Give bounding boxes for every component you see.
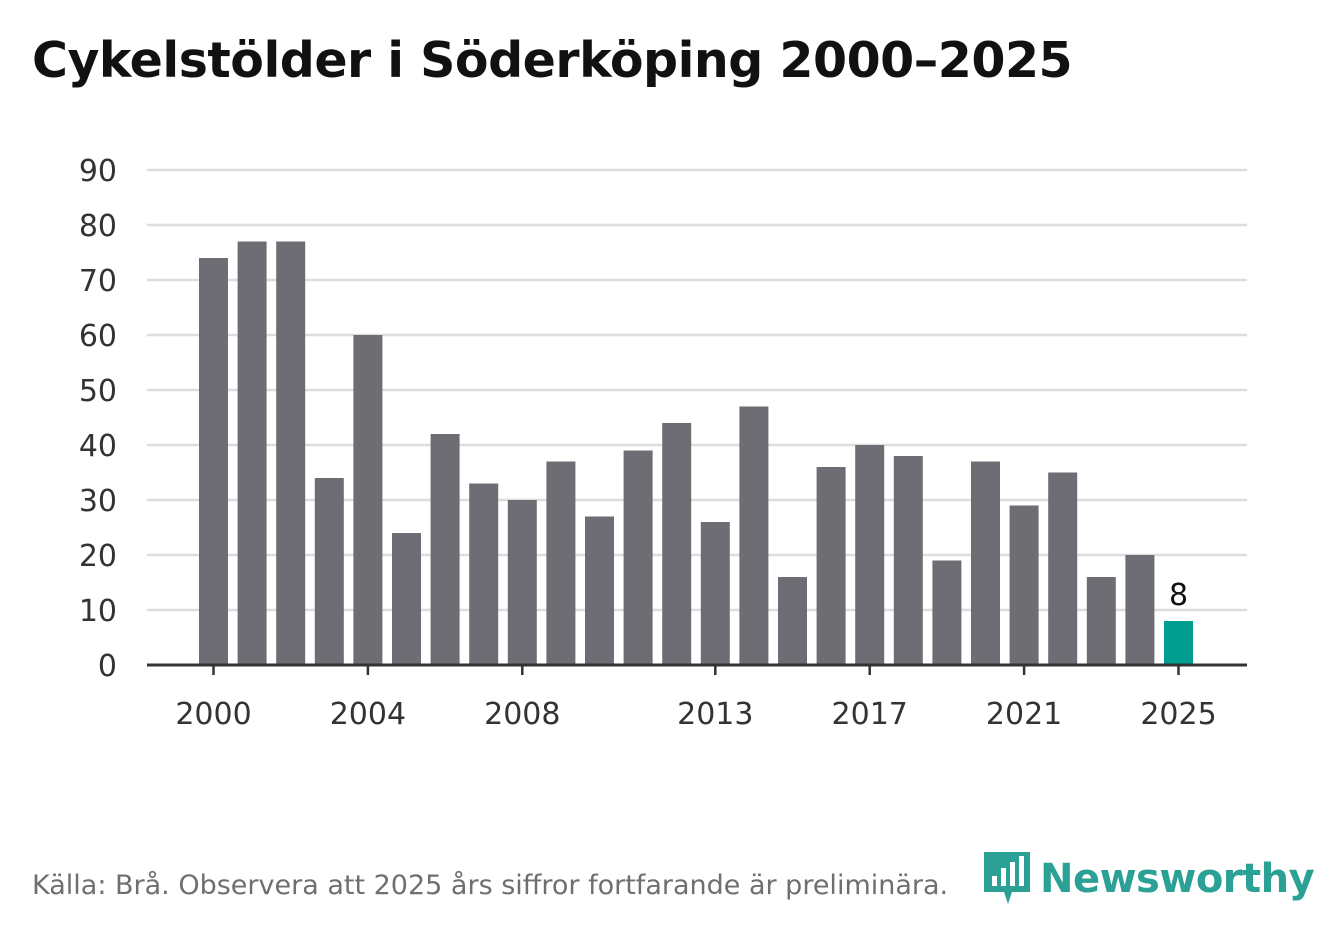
bar-2008 bbox=[507, 500, 537, 665]
y-tick-label-90: 90 bbox=[79, 154, 117, 189]
bar-2012 bbox=[662, 423, 692, 665]
bar-2006 bbox=[430, 434, 460, 665]
y-tick-label-50: 50 bbox=[79, 374, 117, 409]
x-tick-label-2025: 2025 bbox=[1140, 697, 1216, 732]
bar-2021 bbox=[1009, 505, 1039, 665]
bar-2011 bbox=[623, 450, 653, 665]
bar-2014 bbox=[739, 406, 769, 665]
bar-2010 bbox=[585, 516, 614, 665]
bar-2004 bbox=[353, 335, 383, 665]
bar-2019 bbox=[932, 560, 962, 665]
newsworthy-logo: Newsworthy bbox=[982, 850, 1315, 908]
source-note: Källa: Brå. Observera att 2025 års siffr… bbox=[32, 870, 949, 901]
bar-2018 bbox=[893, 456, 923, 665]
newsworthy-logo-text: Newsworthy bbox=[1040, 856, 1315, 902]
x-tick-label-2000: 2000 bbox=[175, 697, 251, 732]
x-tick-label-2017: 2017 bbox=[832, 697, 908, 732]
x-tick-label-2021: 2021 bbox=[986, 697, 1062, 732]
x-tick-label-2008: 2008 bbox=[484, 697, 560, 732]
bars bbox=[199, 241, 1193, 665]
y-tick-label-80: 80 bbox=[79, 209, 117, 244]
y-tick-label-20: 20 bbox=[79, 539, 117, 574]
bar-2003 bbox=[314, 478, 344, 665]
bar-2024 bbox=[1125, 555, 1155, 665]
y-tick-label-40: 40 bbox=[79, 429, 117, 464]
y-tick-label-10: 10 bbox=[79, 594, 117, 629]
bar-2002 bbox=[276, 241, 306, 665]
bar-2016 bbox=[816, 467, 846, 665]
bar-2007 bbox=[469, 483, 499, 665]
bar-2025 bbox=[1164, 621, 1193, 665]
y-tick-label-70: 70 bbox=[79, 264, 117, 299]
bar-2001 bbox=[237, 241, 267, 665]
gridlines bbox=[147, 168, 1247, 612]
bar-2015 bbox=[778, 577, 807, 665]
axes: 0 10 20 30 40 50 60 70 80 90 2000 2004 2008 2013 2017 2… bbox=[79, 154, 1247, 732]
y-tick-label-0: 0 bbox=[98, 649, 117, 684]
bar-2000 bbox=[199, 258, 228, 665]
x-tick-label-2004: 2004 bbox=[330, 697, 406, 732]
data-labels: 8 bbox=[1169, 578, 1188, 613]
x-tick-label-2013: 2013 bbox=[677, 697, 753, 732]
y-tick-label-30: 30 bbox=[79, 484, 117, 519]
bar-2013 bbox=[700, 522, 730, 665]
chart-title: Cykelstölder i Söderköping 2000–2025 bbox=[32, 32, 1073, 89]
bar-2017 bbox=[855, 445, 885, 665]
bar-2022 bbox=[1048, 472, 1078, 665]
bar-2005 bbox=[392, 533, 421, 665]
y-tick-label-60: 60 bbox=[79, 319, 117, 354]
bar-2023 bbox=[1086, 577, 1116, 665]
newsworthy-logo-icon bbox=[984, 852, 1030, 904]
data-label-2025: 8 bbox=[1169, 578, 1188, 613]
bar-2009 bbox=[546, 461, 576, 665]
bar-2020 bbox=[971, 461, 1000, 665]
